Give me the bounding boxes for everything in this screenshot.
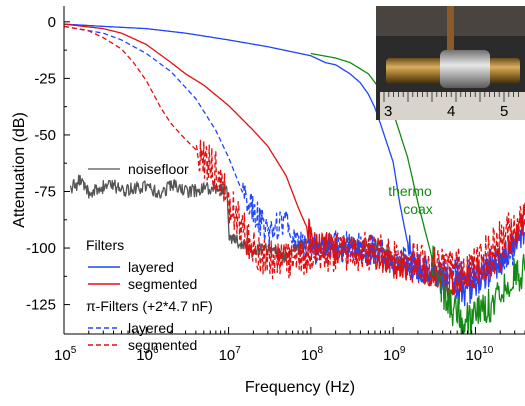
- y-tick-labels: 0 -25 -50 -75 -100 -125: [26, 14, 56, 314]
- x-tick-label: 107: [219, 345, 242, 364]
- x-tick-exponent: 6: [153, 345, 159, 356]
- x-tick-exponent: 5: [71, 345, 77, 356]
- y-tick-label: -125: [26, 297, 56, 314]
- x-tick-base: 10: [219, 347, 236, 364]
- x-tick-exponent: 7: [235, 345, 241, 356]
- legend-label-layered: layered: [128, 259, 174, 275]
- x-tick-exponent: 10: [482, 345, 494, 356]
- x-tick-label: 1010: [465, 345, 493, 364]
- x-axis-title: Frequency (Hz): [245, 379, 355, 396]
- x-tick-label: 108: [301, 345, 324, 364]
- series-layer: [64, 23, 525, 334]
- x-tick-label: 106: [136, 345, 159, 364]
- axis-ticks: [63, 21, 525, 334]
- y-tick-label: -100: [26, 240, 56, 257]
- x-tick-base: 10: [465, 347, 482, 364]
- y-tick-label: 0: [48, 14, 56, 31]
- series-line-segmented-pi: [64, 25, 525, 287]
- legend-header-filters: Filters: [86, 237, 124, 253]
- series-line-thermo-coax: [310, 52, 525, 334]
- legend-label-pi-segmented: segmented: [128, 337, 197, 353]
- inset-foil-wrap: [440, 50, 490, 88]
- inset-ruler-label: 3: [384, 103, 392, 120]
- thermo-coax-label-line2: coax: [403, 201, 433, 217]
- axes-frame: [63, 6, 525, 335]
- series-line-segmented: [64, 23, 525, 296]
- y-tick-label: -25: [34, 70, 56, 87]
- legend: Filters layered segmented π-Filters (+2*…: [86, 237, 213, 353]
- x-tick-exponent: 8: [318, 345, 324, 356]
- x-tick-base: 10: [383, 347, 400, 364]
- inset-photo: 3 4 5: [376, 6, 525, 120]
- x-tick-label: 105: [54, 345, 77, 364]
- inset-ruler-label: 5: [500, 103, 508, 120]
- x-tick-label: 109: [383, 345, 406, 364]
- x-tick-base: 10: [54, 347, 71, 364]
- y-tick-label: -50: [34, 127, 56, 144]
- inset-ruler-ticks: [383, 92, 519, 102]
- legend-label-segmented: segmented: [128, 276, 197, 292]
- x-tick-labels: 105 106 107 108 109 1010: [54, 345, 494, 364]
- noisefloor-label: noisefloor: [128, 161, 189, 177]
- x-tick-base: 10: [136, 347, 153, 364]
- inset-brass-left: [386, 58, 448, 84]
- legend-header-pi-filters: π-Filters (+2*4.7 nF): [86, 298, 213, 314]
- thermo-coax-label-line1: thermo: [388, 183, 432, 199]
- y-tick-label: -75: [34, 183, 56, 200]
- y-axis-title: Attenuation (dB): [11, 112, 28, 228]
- inset-wire: [447, 6, 454, 58]
- x-tick-base: 10: [301, 347, 318, 364]
- series-line-layered: [64, 23, 525, 307]
- x-tick-exponent: 9: [400, 345, 406, 356]
- inset-ruler-label: 4: [447, 103, 455, 120]
- legend-label-pi-layered: layered: [128, 320, 174, 336]
- inset-ruler: [380, 92, 525, 120]
- series-line-noisefloor: [69, 174, 434, 285]
